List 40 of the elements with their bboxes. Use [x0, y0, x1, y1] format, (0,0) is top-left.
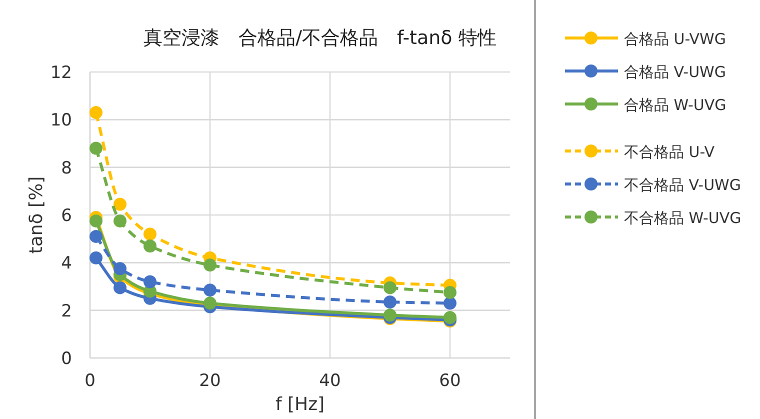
- y-axis-title: tanδ [%]: [26, 176, 47, 254]
- point: [384, 281, 396, 294]
- legend-label: 合格品 W-UVG: [624, 96, 726, 114]
- point: [90, 230, 102, 243]
- legend-label: 不合格品 U-V: [624, 143, 716, 161]
- x-tick-label: 0: [84, 371, 96, 391]
- x-axis-title: f [Hz]: [275, 394, 325, 415]
- point: [90, 251, 102, 264]
- y-tick-label: 4: [61, 254, 72, 274]
- point: [90, 214, 102, 228]
- point: [90, 106, 102, 120]
- y-tick-label: 12: [50, 63, 72, 83]
- point: [114, 281, 126, 294]
- x-tick-label: 20: [199, 371, 221, 391]
- y-tick-label: 2: [61, 301, 72, 322]
- point: [444, 286, 456, 299]
- point: [384, 295, 396, 308]
- point: [114, 214, 126, 228]
- point: [90, 142, 102, 155]
- x-tick-label: 40: [319, 371, 341, 391]
- legend-label: 不合格品 W-UVG: [624, 209, 742, 227]
- chart-title: 真空浸漆 合格品/不合格品 f-tanδ 特性: [144, 27, 496, 49]
- y-tick-label: 10: [50, 110, 72, 131]
- point: [444, 296, 456, 310]
- point: [144, 239, 156, 252]
- y-tick-label: 8: [61, 158, 72, 178]
- point: [144, 228, 156, 241]
- x-tick-label: 60: [439, 371, 461, 391]
- point: [114, 198, 126, 211]
- legend-label: 合格品 V-UWG: [624, 63, 726, 81]
- point: [144, 275, 156, 288]
- y-tick-label: 6: [61, 206, 72, 226]
- point: [204, 296, 216, 310]
- y-tick-label: 0: [61, 349, 72, 369]
- legend-label: 合格品 U-VWG: [624, 30, 726, 48]
- legend-label: 不合格品 V-UWG: [624, 176, 741, 194]
- point: [204, 284, 216, 297]
- point: [444, 310, 456, 324]
- point: [114, 262, 126, 276]
- point: [204, 258, 216, 272]
